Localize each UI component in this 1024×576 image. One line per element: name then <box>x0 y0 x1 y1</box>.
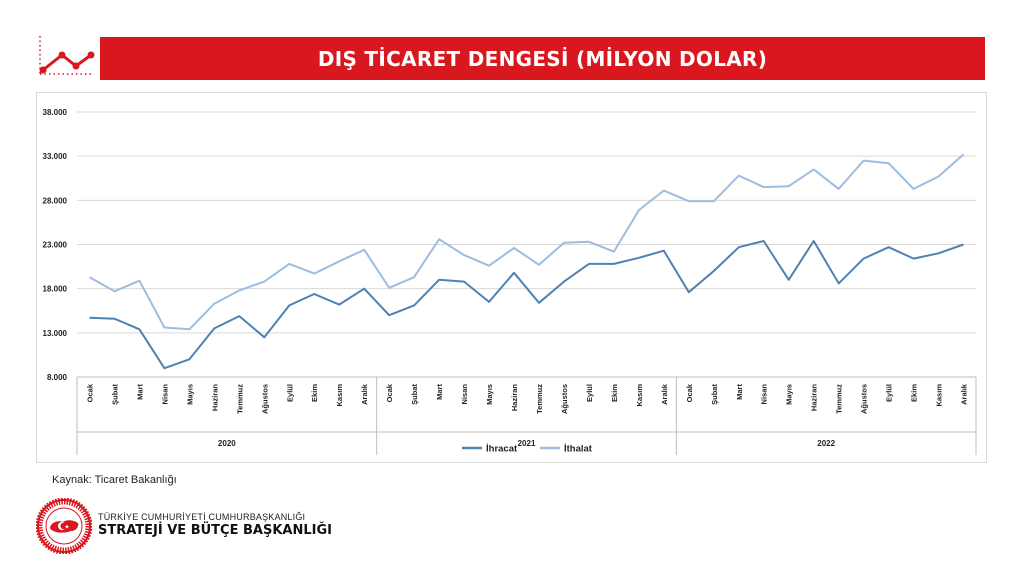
title-bar: DIŞ TİCARET DENGESİ (MİLYON DOLAR) <box>100 37 985 80</box>
x-tick-label: Şubat <box>710 384 719 405</box>
x-tick-label: Mayıs <box>185 384 194 405</box>
series-line-İhracat <box>89 240 964 370</box>
x-tick-label: Kasım <box>635 384 644 407</box>
x-tick-label: Nisan <box>760 384 769 405</box>
legend-label: İhracat <box>486 444 518 455</box>
x-tick-label: Mayıs <box>785 384 794 405</box>
x-tick-label: Şubat <box>110 384 119 405</box>
x-tick-label: Şubat <box>410 384 419 405</box>
presidency-seal-icon <box>36 498 92 554</box>
y-tick-label: 23.000 <box>43 241 68 250</box>
y-tick-label: 8.000 <box>47 373 68 382</box>
x-tick-label: Ocak <box>385 383 394 402</box>
x-tick-label: Mart <box>435 384 444 400</box>
chart-frame: 8.000 13.000 18.000 23.000 28.000 33.000 38.00… <box>36 92 987 463</box>
y-tick-label: 28.000 <box>43 196 68 205</box>
x-group-label: 2021 <box>518 439 536 448</box>
x-tick-label: Temmuz <box>535 384 544 414</box>
x-tick-label: Haziran <box>510 384 519 412</box>
x-tick-label: Mart <box>735 384 744 400</box>
x-tick-label: Nisan <box>160 384 169 405</box>
line-chart-icon <box>39 36 95 75</box>
y-tick-label: 18.000 <box>43 285 68 294</box>
x-tick-label: Aralık <box>360 383 369 405</box>
org-name-line2: STRATEJİ VE BÜTÇE BAŞKANLIĞI <box>98 523 332 538</box>
x-tick-label: Ağustos <box>260 384 269 414</box>
x-tick-label: Eylül <box>285 384 294 402</box>
x-tick-label: Temmuz <box>235 384 244 414</box>
y-tick-label: 33.000 <box>43 152 68 161</box>
x-tick-label: Mayıs <box>485 384 494 405</box>
x-tick-label: Ağustos <box>560 384 569 414</box>
x-tick-label: Mart <box>135 384 144 400</box>
x-tick-label: Kasım <box>935 384 944 407</box>
x-tick-label: Ekim <box>310 384 319 402</box>
x-group-label: 2022 <box>817 439 835 448</box>
legend-label: İthalat <box>564 444 593 455</box>
source-note: Kaynak: Ticaret Bakanlığı <box>52 474 177 486</box>
x-tick-label: Haziran <box>810 384 819 412</box>
x-tick-label: Ekim <box>610 384 619 402</box>
x-tick-label: Haziran <box>210 384 219 412</box>
x-tick-label: Eylül <box>885 384 894 402</box>
line-chart: 8.000 13.000 18.000 23.000 28.000 33.000 38.00… <box>43 108 977 455</box>
x-tick-label: Ocak <box>85 383 94 402</box>
x-tick-label: Ekim <box>910 384 919 402</box>
x-tick-label: Ocak <box>685 383 694 402</box>
page-title: DIŞ TİCARET DENGESİ (MİLYON DOLAR) <box>317 46 768 71</box>
x-group-label: 2020 <box>218 439 236 448</box>
y-tick-label: 38.000 <box>43 108 68 117</box>
x-tick-label: Eylül <box>585 384 594 402</box>
y-tick-label: 13.000 <box>43 329 68 338</box>
x-tick-label: Temmuz <box>835 384 844 414</box>
x-tick-label: Aralık <box>660 383 669 405</box>
x-tick-label: Ağustos <box>860 384 869 414</box>
x-tick-label: Nisan <box>460 384 469 405</box>
org-name-line1: TÜRKİYE CUMHURİYETİ CUMHURBAŞKANLIĞI <box>98 512 306 522</box>
x-tick-label: Aralık <box>960 383 969 405</box>
x-tick-label: Kasım <box>335 384 344 407</box>
series-line-İthalat <box>89 153 965 331</box>
